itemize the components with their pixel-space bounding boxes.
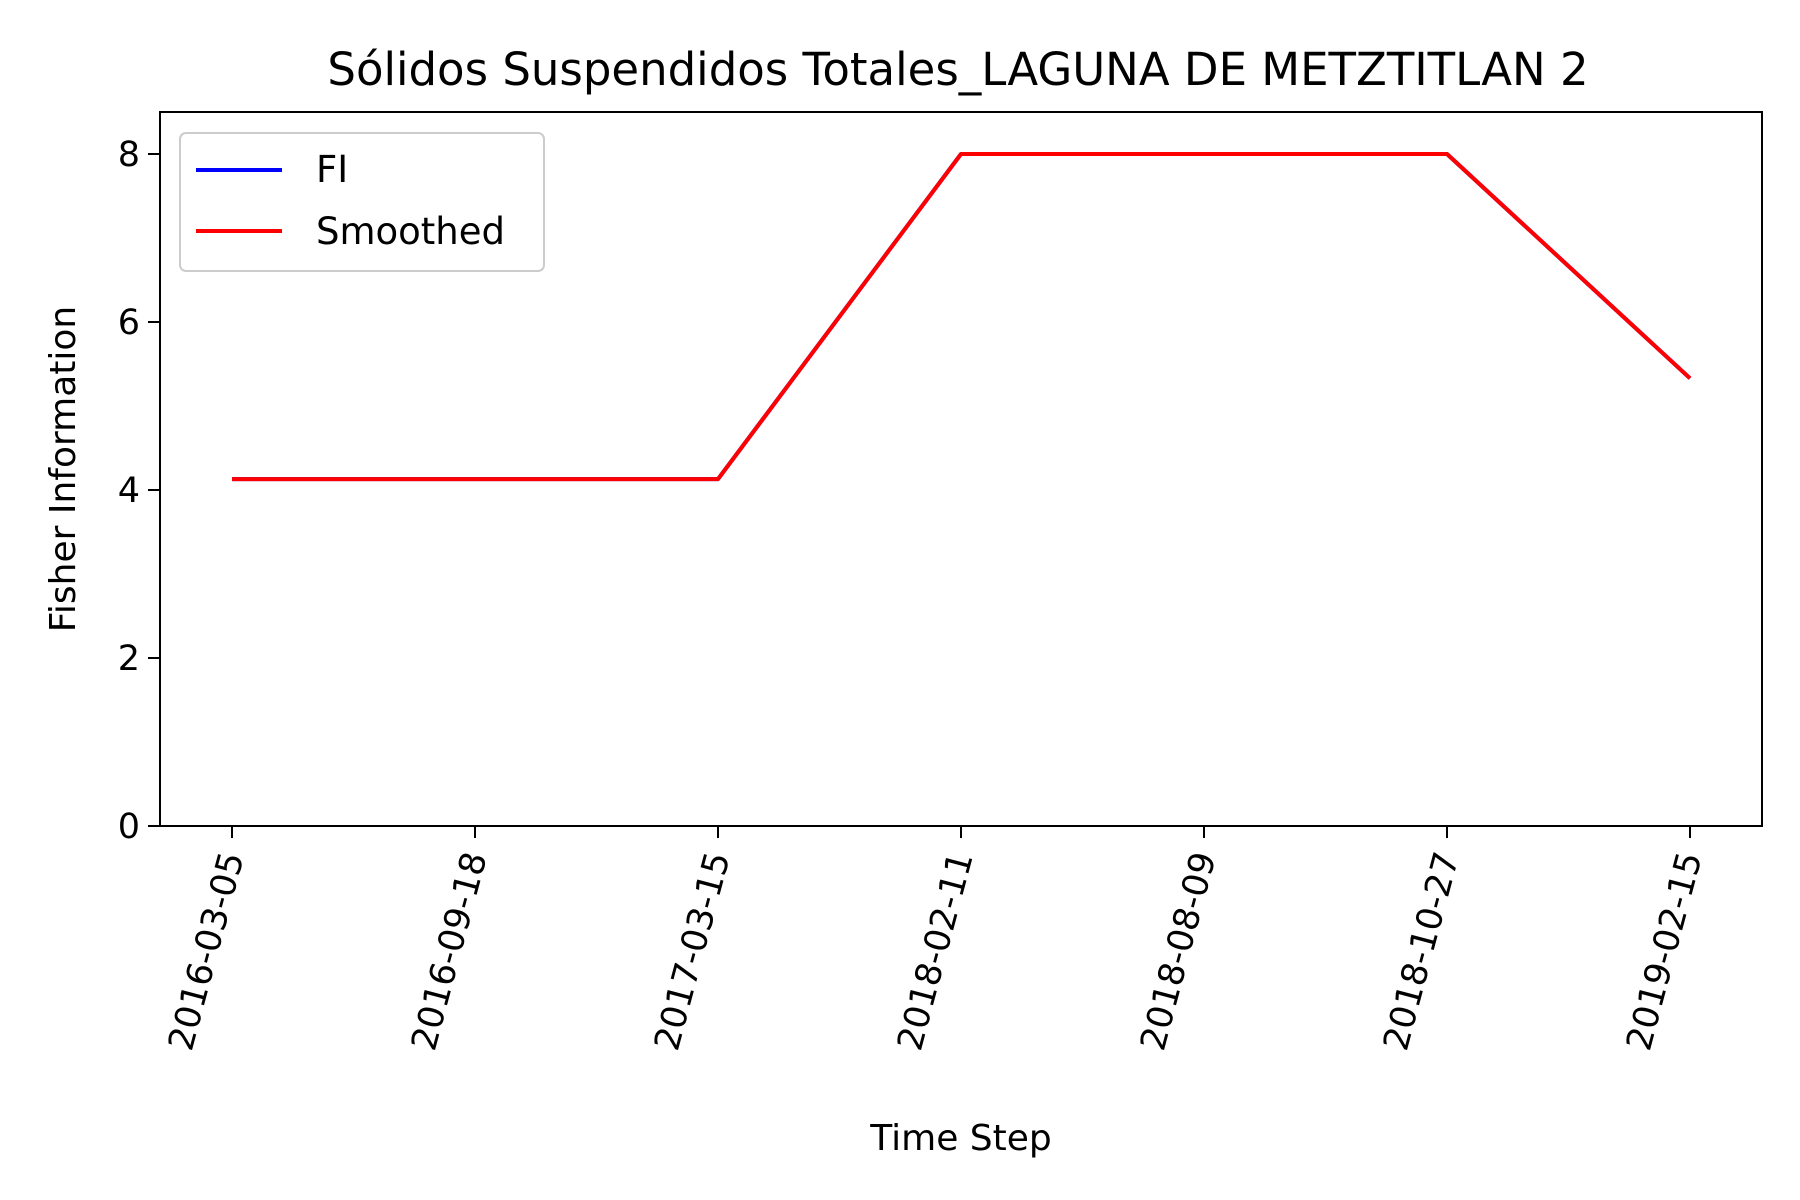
y-tick-label: 2	[118, 639, 140, 679]
chart-title: Sólidos Suspendidos Totales_LAGUNA DE ME…	[327, 43, 1588, 96]
series-lines	[232, 152, 1692, 482]
y-tick-label: 8	[118, 135, 140, 175]
y-tick-label: 4	[118, 471, 140, 511]
legend-label-smoothed: Smoothed	[316, 210, 505, 253]
x-axis-label: Time Step	[869, 1118, 1052, 1159]
series-line-smoothed	[232, 152, 1692, 482]
y-tick-label: 0	[118, 807, 140, 847]
legend: FI Smoothed	[179, 132, 545, 272]
y-axis: 0 2 4 6 8	[118, 135, 160, 847]
y-tick-label: 6	[118, 303, 140, 343]
legend-label-fi: FI	[316, 148, 348, 191]
legend-box	[179, 132, 545, 272]
y-axis-label: Fisher Information	[43, 306, 84, 632]
